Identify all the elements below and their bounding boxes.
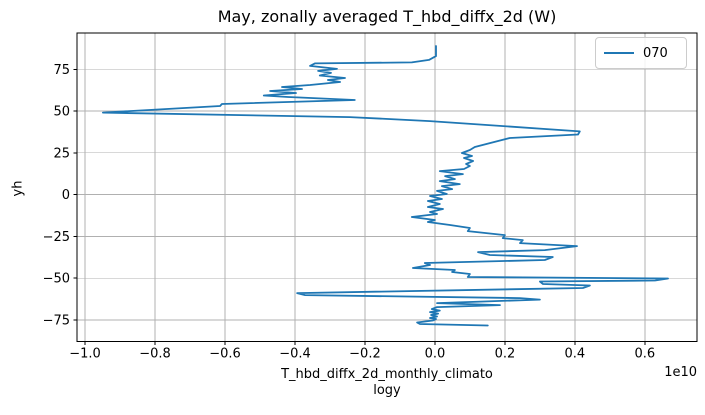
x-tick-label: −0.6 [209,347,241,362]
y-tick-label: −25 [43,230,70,245]
x-axis-label: T_hbd_diffx_2d_monthly_climato logy [77,367,697,399]
legend: 070 [595,37,687,69]
x-tick-label: −0.8 [139,347,171,362]
y-tick-label: 25 [53,146,70,161]
chart-title: May, zonally averaged T_hbd_diffx_2d (W) [217,7,557,26]
y-tick-label: −50 [43,272,70,287]
x-tick-label: 0.2 [495,347,516,362]
data-line-070 [102,45,669,327]
legend-line-sample [604,52,634,54]
x-axis-offset-text: 1e10 [664,365,697,380]
x-axis-label-line2: logy [373,383,401,398]
y-tick-label: 50 [53,105,70,120]
x-tick-label: −0.4 [279,347,311,362]
x-axis-label-line1: T_hbd_diffx_2d_monthly_climato [281,367,493,382]
x-tick-label: −1.0 [69,347,101,362]
x-tick-label: 0.0 [425,347,446,362]
y-axis-label: yh [10,180,26,197]
y-tick-label: −75 [43,313,70,328]
y-tick-label: 0 [62,188,70,203]
legend-label: 070 [643,45,668,61]
x-tick-label: 0.6 [635,347,656,362]
y-tick-label: 75 [53,63,70,78]
axes-spines [76,32,698,343]
x-tick-label: −0.2 [349,347,381,362]
x-tick-label: 0.4 [565,347,586,362]
